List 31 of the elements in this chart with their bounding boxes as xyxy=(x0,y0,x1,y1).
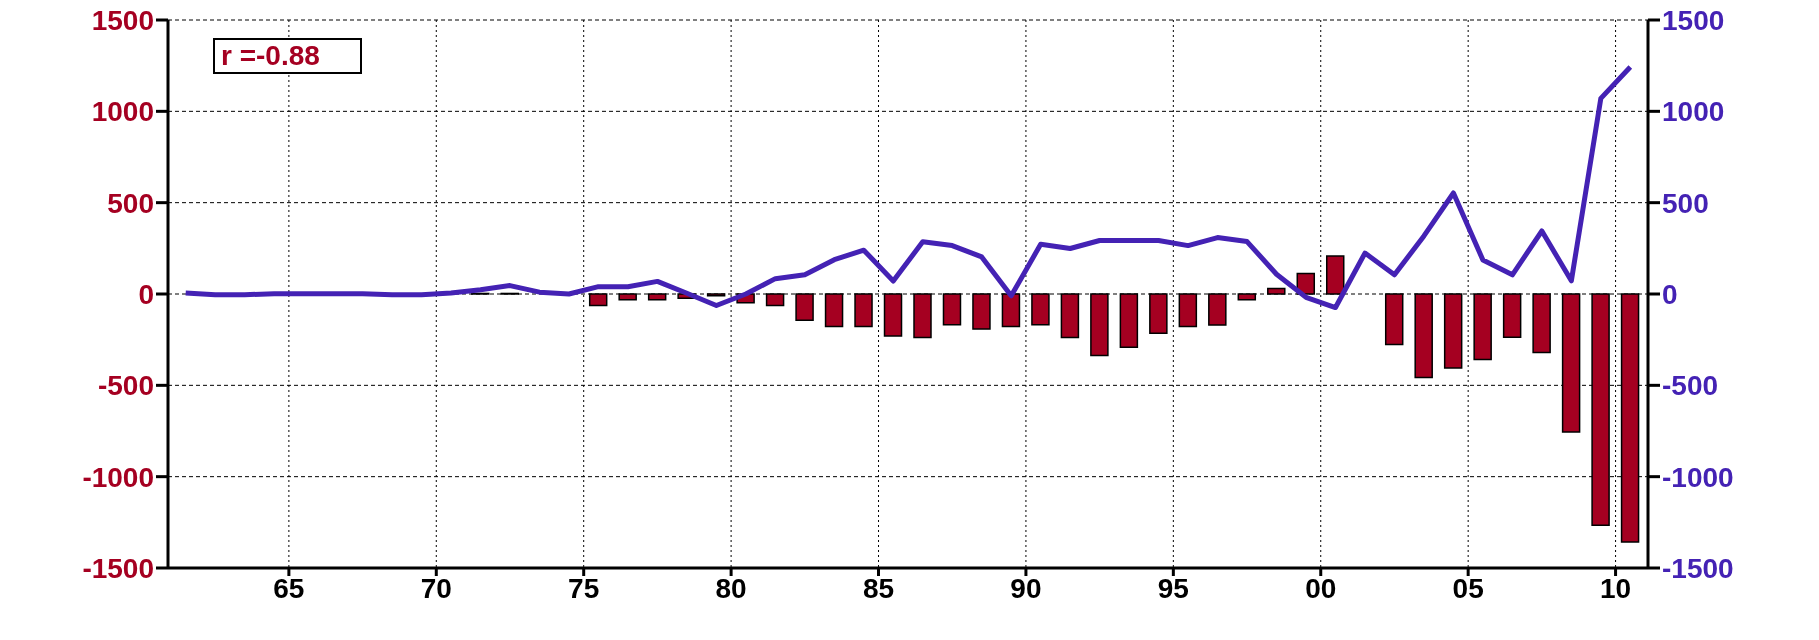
bar xyxy=(854,293,873,328)
y2-tick-label: 0 xyxy=(1662,278,1678,310)
y-tick-label: -500 xyxy=(97,370,154,402)
y2-tick-label: -1500 xyxy=(1662,552,1734,584)
x-tick-label: 00 xyxy=(1305,572,1337,604)
x-tick-label: 85 xyxy=(862,572,895,604)
x-tick-label: 75 xyxy=(568,572,600,604)
y-tick-label: 1000 xyxy=(91,96,154,128)
y-tick-label: -1000 xyxy=(82,461,154,493)
bar xyxy=(1267,287,1286,295)
y2-tick-label: 1500 xyxy=(1662,4,1725,36)
bar xyxy=(1532,293,1551,354)
x-tick-label: 80 xyxy=(715,572,747,604)
y-tick-label: 500 xyxy=(107,187,154,219)
x-tick-label: 70 xyxy=(420,572,452,604)
y2-tick-label: 1000 xyxy=(1662,96,1725,128)
y2-tick-label: -1000 xyxy=(1662,461,1734,493)
x-tick-label: 10 xyxy=(1599,572,1632,604)
x-tick-label: 90 xyxy=(1010,572,1042,604)
x-tick-label: 05 xyxy=(1452,572,1484,604)
y2-tick-label: 500 xyxy=(1662,187,1709,219)
x-tick-label: 95 xyxy=(1157,572,1189,604)
y-tick-label: 1500 xyxy=(91,4,154,36)
annotation: r =-0.88 xyxy=(213,38,362,74)
bar xyxy=(972,293,991,330)
bar xyxy=(1414,293,1433,379)
y-tick-label: 0 xyxy=(138,278,154,310)
y2-tick-label: -500 xyxy=(1662,370,1719,402)
x-tick-label: 65 xyxy=(273,572,305,604)
y-tick-label: -1500 xyxy=(82,552,154,584)
bar xyxy=(1119,293,1139,348)
